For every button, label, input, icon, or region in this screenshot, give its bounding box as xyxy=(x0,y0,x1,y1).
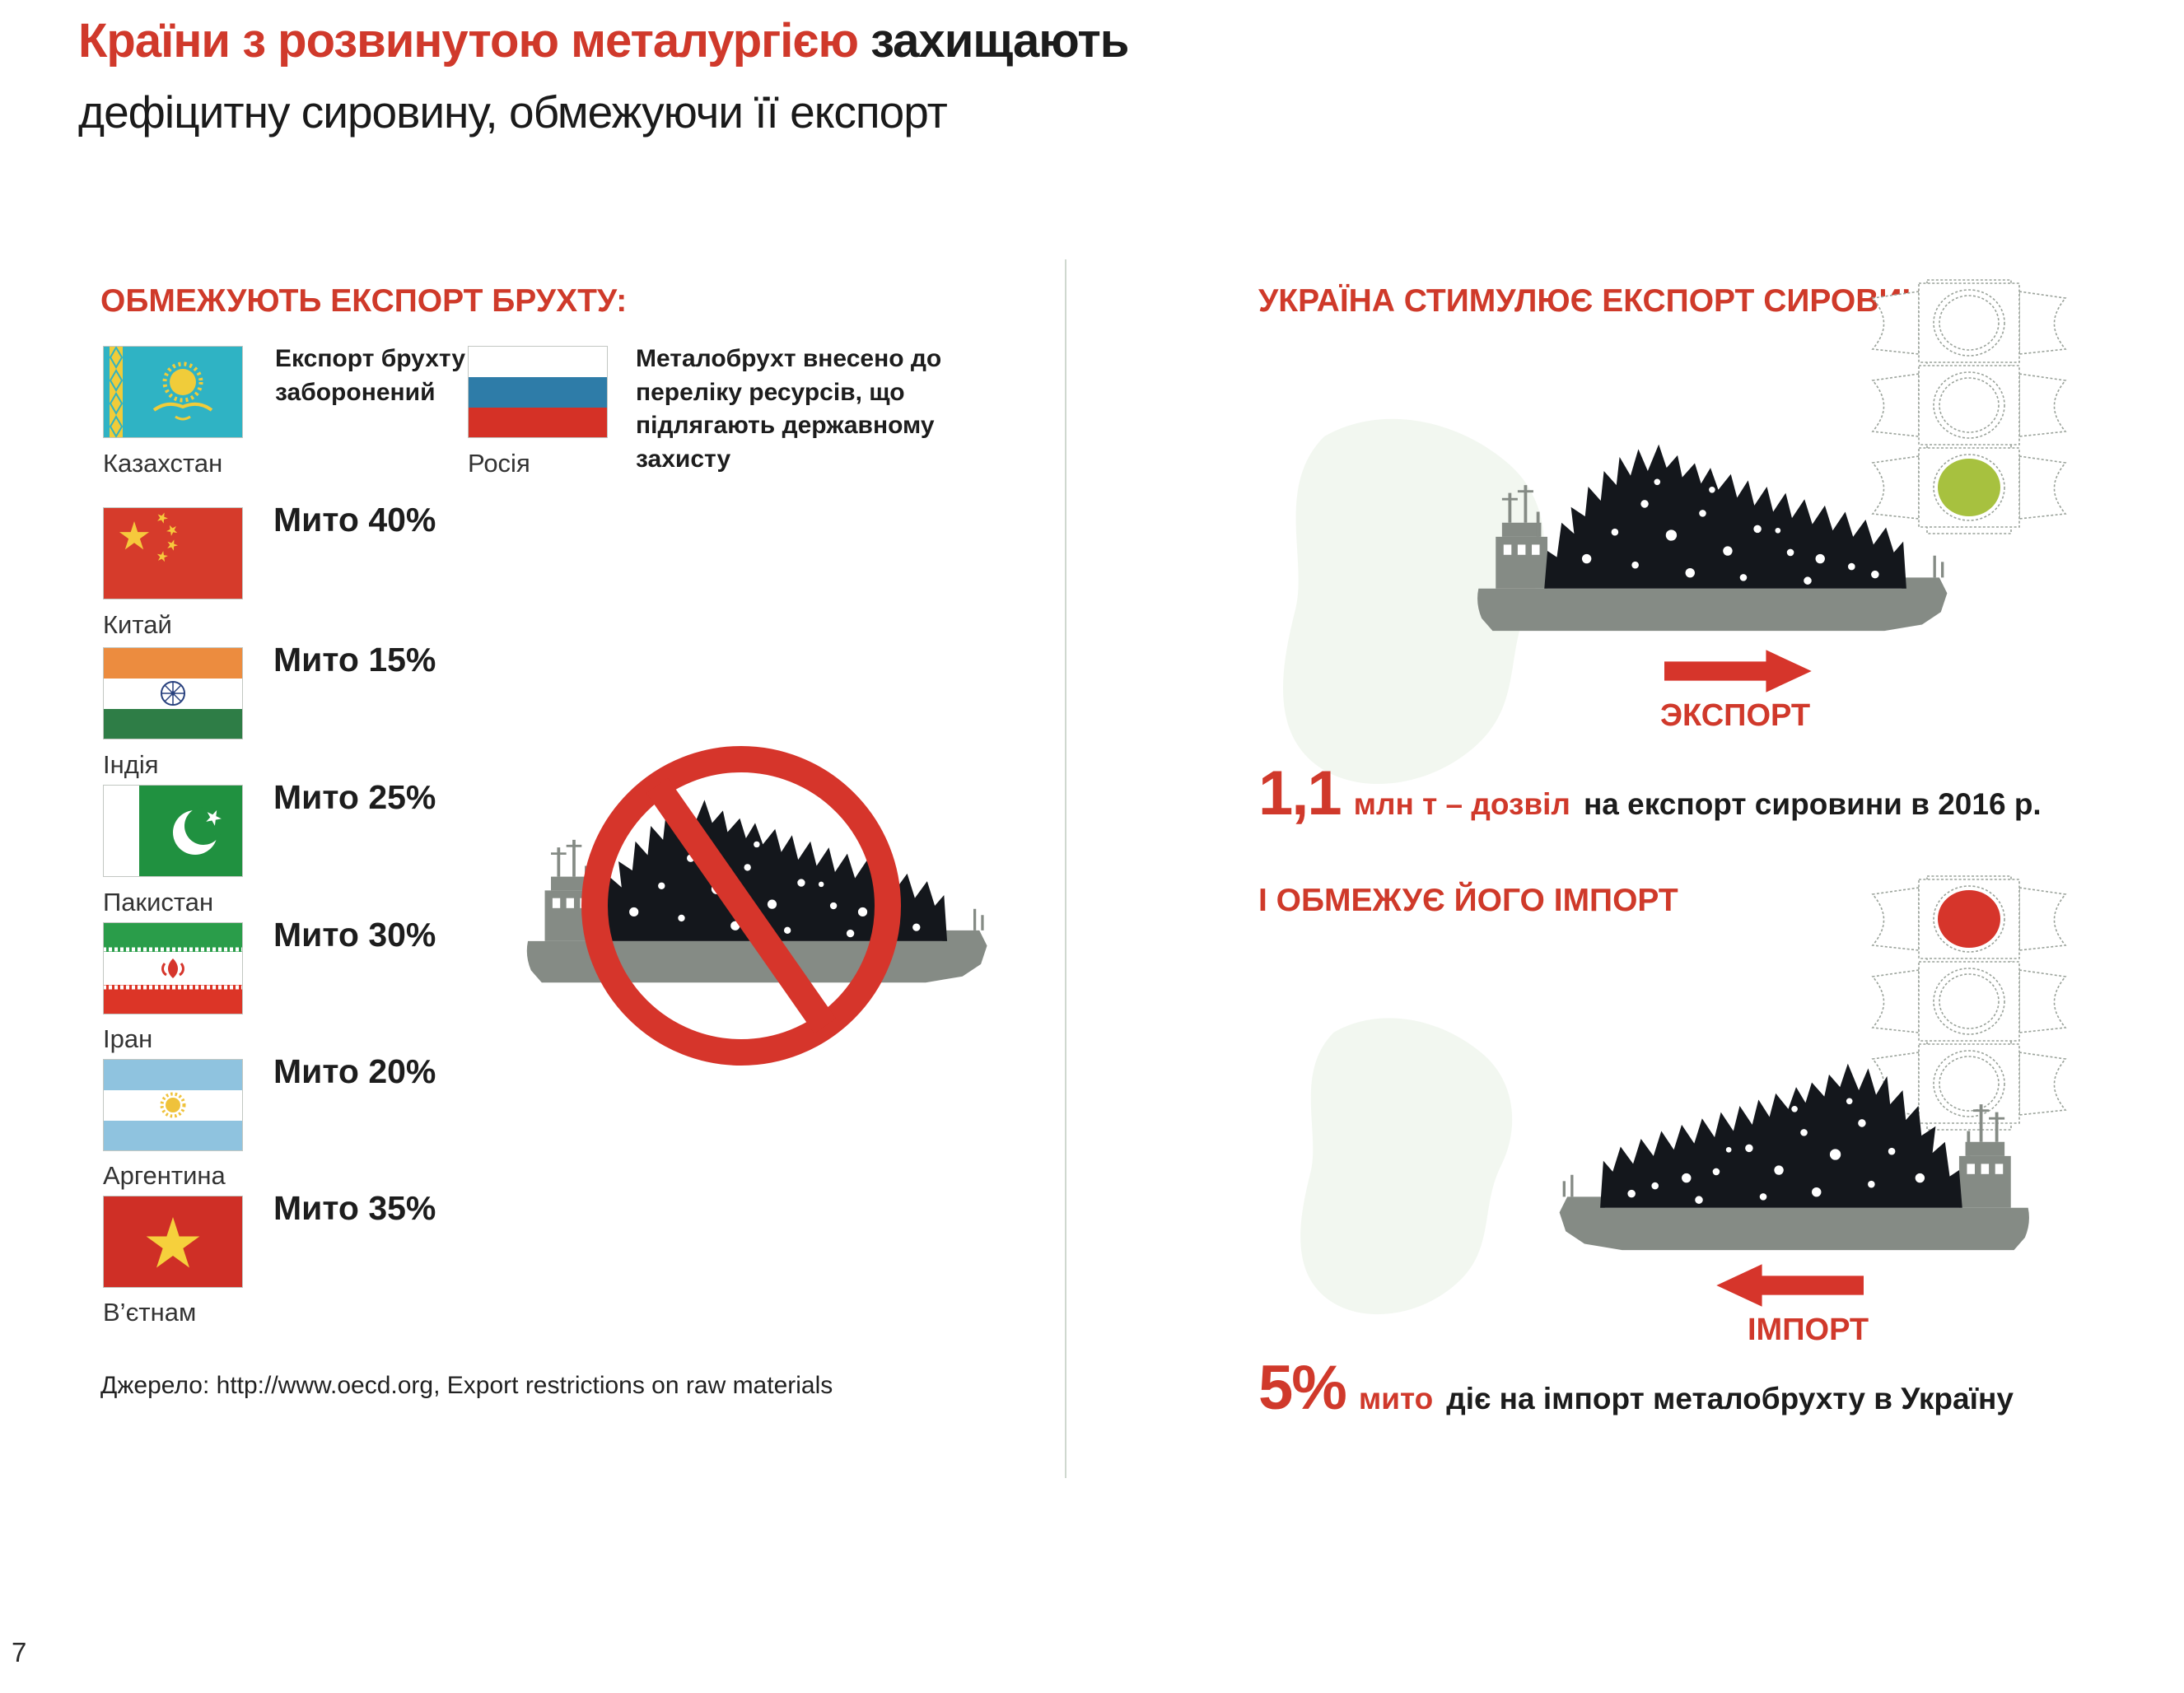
duty-label: Мито 20% xyxy=(273,1052,436,1090)
page-number: 7 xyxy=(12,1637,27,1667)
source-citation: Джерело: http://www.oecd.org, Export res… xyxy=(100,1372,833,1399)
import-arrow-label: ІМПОРТ xyxy=(1748,1313,1869,1347)
export-stat-value: 1,1 xyxy=(1258,758,1342,828)
import-arrow-icon xyxy=(1716,1264,1864,1307)
flag-iran-icon xyxy=(103,922,243,1014)
flag-india-icon xyxy=(103,647,243,739)
duty-label: Мито 35% xyxy=(273,1189,436,1227)
import-stat-unit: мито xyxy=(1358,1382,1434,1415)
left-section-header: ОБМЕЖУЮТЬ ЕКСПОРТ БРУХТУ: xyxy=(100,283,628,319)
flag-kazakhstan-icon xyxy=(103,346,243,438)
duty-label: Мито 30% xyxy=(273,916,436,954)
flag-vietnam-icon xyxy=(103,1196,243,1288)
export-stat-unit: млн т – дозвіл xyxy=(1353,787,1570,821)
ukraine-map-watermark xyxy=(1300,1018,1513,1315)
export-stat-text: на експорт сировини в 2016 р. xyxy=(1583,787,2042,821)
import-stat: 5% мито діє на імпорт металобрухту в Укр… xyxy=(1258,1352,2014,1424)
ukraine-map-watermark xyxy=(1283,418,1544,785)
flag-pakistan-icon xyxy=(103,785,243,877)
column-divider xyxy=(1065,259,1066,1478)
export-stat: 1,1 млн т – дозвіл на експорт сировини в… xyxy=(1258,758,2042,829)
page-title-line1: Країни з розвинутою металургією захищают… xyxy=(78,13,1129,68)
duty-label: Мито 25% xyxy=(273,778,436,816)
country-label: Іран xyxy=(103,1024,153,1053)
page-title-rest: захищають xyxy=(858,14,1129,68)
restriction-note: Експорт брухту заборонений xyxy=(275,345,466,406)
import-ship xyxy=(1557,1061,2031,1252)
page-title-highlight: Країни з розвинутою металургією xyxy=(78,14,859,68)
import-section-header: І ОБМЕЖУЄ ЙОГО ІМПОРТ xyxy=(1258,883,1678,918)
country-label: Індія xyxy=(103,750,159,779)
flag-argentina-icon xyxy=(103,1059,243,1151)
country-label: В’єтнам xyxy=(103,1298,197,1327)
country-label: Пакистан xyxy=(103,888,214,916)
export-section-header: УКРАЇНА СТИМУЛЮЄ ЕКСПОРТ СИРОВИНИ xyxy=(1258,283,1948,319)
prohibition-sign-icon xyxy=(581,746,901,1066)
export-arrow-icon xyxy=(1664,650,1812,693)
duty-label: Мито 15% xyxy=(273,641,436,679)
traffic-light-red-icon xyxy=(1871,875,2067,1131)
flag-china-icon xyxy=(103,507,243,599)
country-label: Казахстан xyxy=(103,449,223,478)
country-label: Китай xyxy=(103,610,172,639)
restriction-note: Металобрухт внесено до переліку ресурсів… xyxy=(636,345,942,473)
country-label: Росія xyxy=(468,449,530,478)
country-label: Аргентина xyxy=(103,1161,226,1190)
traffic-light-green-icon xyxy=(1871,279,2067,534)
import-stat-text: діє на імпорт металобрухту в Україну xyxy=(1446,1382,2014,1415)
export-arrow-label: ЭКСПОРТ xyxy=(1660,698,1811,733)
page-title-line2: дефіцитну сировину, обмежуючи її експорт xyxy=(78,86,948,138)
import-stat-value: 5% xyxy=(1258,1353,1347,1423)
export-ship xyxy=(1476,442,1949,633)
flag-russia-icon xyxy=(468,346,608,438)
duty-label: Мито 40% xyxy=(273,501,436,539)
